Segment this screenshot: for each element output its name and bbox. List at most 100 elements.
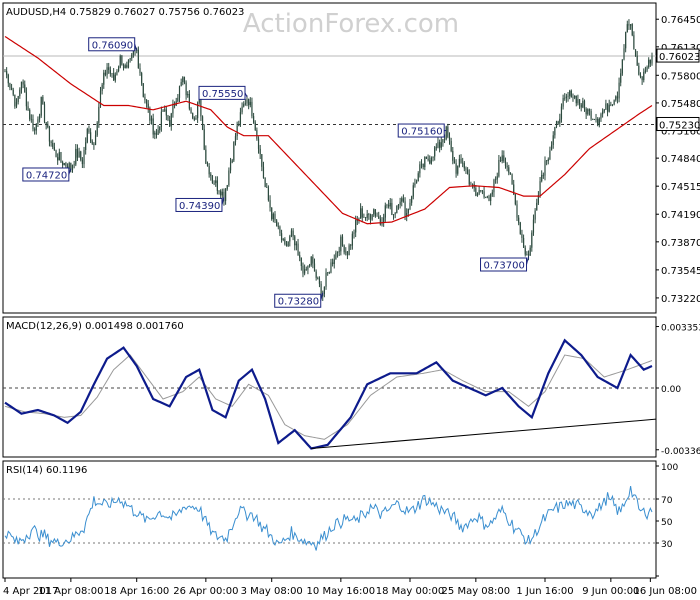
candle-body (294, 236, 296, 246)
candle-body (495, 179, 497, 181)
candle-body (521, 233, 523, 238)
candle-body (593, 119, 595, 120)
candle-body (649, 59, 651, 64)
candle-body (131, 54, 133, 59)
rsi-axis-tick-label: 30 (661, 540, 673, 550)
time-axis-label: 25 May 08:00 (442, 586, 511, 597)
rsi-line (4, 486, 653, 551)
candle-body (80, 151, 82, 160)
candle-body (73, 164, 75, 166)
candle-body (348, 245, 350, 256)
candles (4, 19, 653, 301)
candle-body (15, 101, 18, 107)
candle-body (332, 262, 334, 264)
rsi-panel-title: RSI(14) 60.1196 (6, 465, 87, 476)
candle-body (280, 233, 283, 240)
candle-body (363, 216, 365, 218)
candle-body (392, 214, 395, 215)
candle-body (14, 94, 16, 107)
annotation-pointer (320, 292, 324, 301)
candle-body (546, 160, 548, 162)
candle-body (7, 74, 9, 84)
candle-body (223, 191, 225, 201)
candle-body (121, 55, 123, 65)
candle-body (529, 247, 531, 256)
candle-body (460, 158, 462, 163)
candle-body (266, 187, 268, 188)
rsi-axis-ticks: 100 70 50 30 (656, 463, 678, 577)
candle-body (285, 244, 288, 246)
candle-body (137, 49, 139, 69)
candle-body (274, 213, 276, 221)
candle-body (511, 174, 513, 185)
candle-body (485, 197, 487, 198)
candle-body (409, 202, 411, 209)
candle-body (605, 103, 607, 110)
candle-body (178, 86, 181, 98)
candle-body (422, 163, 424, 168)
candle-body (144, 96, 146, 101)
price-axis-tick-label: 0.76450 (661, 15, 700, 26)
candle-body (592, 118, 594, 120)
candle-body (114, 74, 116, 81)
candle-body (467, 169, 469, 174)
moving-average-line (4, 35, 653, 225)
candle-body (304, 269, 306, 274)
candle-body (252, 116, 255, 123)
candle-body (532, 219, 535, 233)
candle-body (445, 126, 447, 140)
candle-body (177, 97, 179, 102)
candle-body (565, 96, 567, 98)
candle-body (554, 127, 556, 136)
candle-body (328, 272, 330, 273)
candle-body (93, 143, 95, 146)
candle-body (628, 24, 630, 26)
candle-body (615, 96, 617, 101)
candle-body (411, 196, 413, 203)
candle-body (108, 67, 110, 70)
candle-body (180, 82, 182, 87)
candle-body (611, 104, 614, 106)
candle-body (236, 125, 238, 137)
candle-body (341, 236, 344, 246)
candle-body (448, 136, 451, 142)
candle-body (333, 259, 335, 264)
macd-panel-title: MACD(12,26,9) 0.001498 0.001760 (6, 321, 184, 332)
candle-body (582, 100, 584, 108)
candle-body (318, 278, 321, 284)
candle-body (578, 99, 581, 105)
candle-body (251, 101, 253, 117)
candle-body (211, 175, 214, 183)
candle-body (625, 32, 627, 49)
candle-body (618, 82, 620, 99)
candle-body (150, 118, 153, 121)
candle-body (264, 177, 266, 188)
candle-body (29, 109, 31, 120)
candle-body (516, 204, 518, 218)
candle-body (241, 106, 243, 113)
candle-body (149, 108, 151, 121)
candle-body (320, 283, 322, 297)
candle-body (201, 116, 204, 130)
candle-body (562, 97, 564, 107)
candle-body (139, 68, 141, 74)
candle-body (602, 111, 604, 115)
candle-body (455, 163, 457, 174)
candle-body (443, 139, 446, 140)
macd-signal-line (4, 354, 653, 440)
candle-body (522, 237, 525, 248)
candle-body (228, 170, 230, 186)
candle-body (574, 95, 576, 98)
time-axis-label: 4 Apr 2017 (3, 586, 58, 597)
candle-body (560, 106, 563, 119)
candle-body (190, 108, 192, 114)
macd-panel: MACD(12,26,9) 0.001498 0.001760 0.003353… (2, 316, 700, 458)
candle-body (111, 73, 113, 74)
candle-body (475, 188, 477, 196)
candle-body (169, 119, 171, 127)
candle-body (626, 24, 628, 33)
candle-body (124, 65, 126, 69)
candle-body (378, 216, 380, 219)
candle-body (536, 202, 538, 211)
rsi-series (3, 486, 656, 551)
